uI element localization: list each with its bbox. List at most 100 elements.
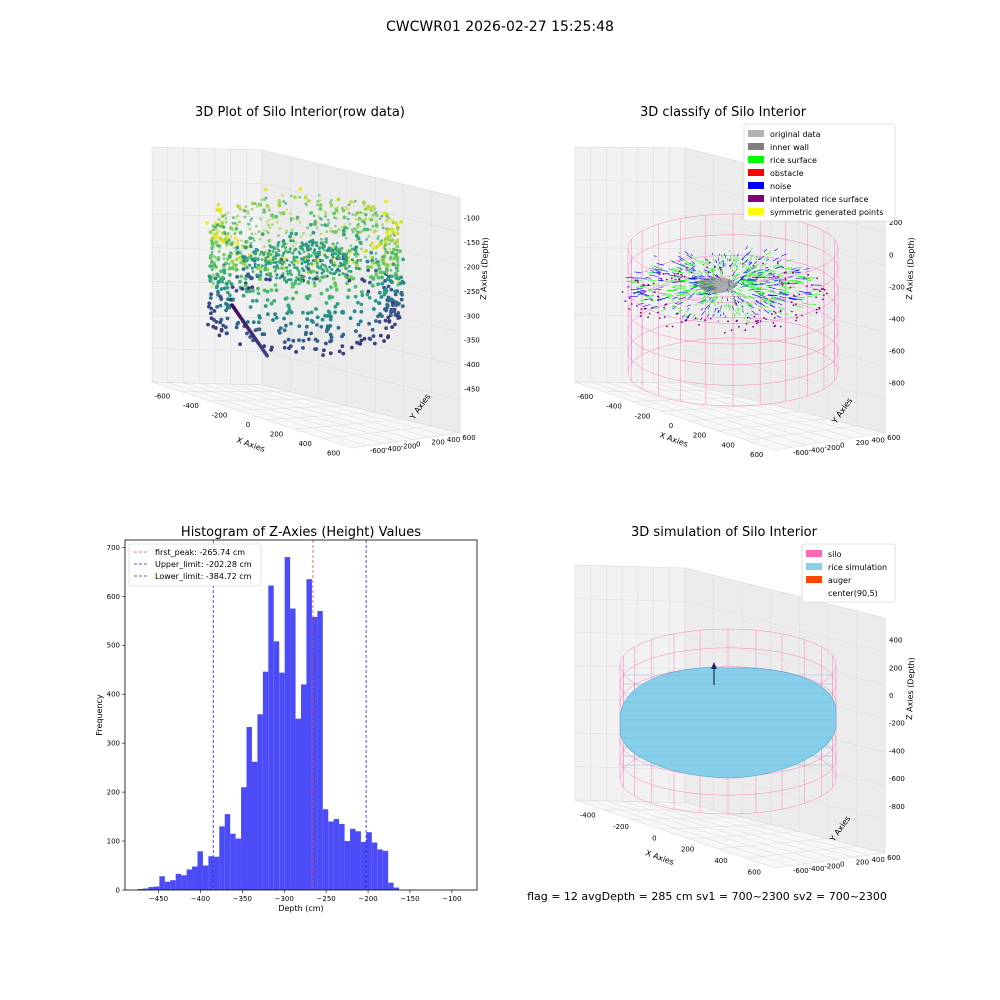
data-point (347, 211, 351, 215)
data-point (399, 297, 404, 302)
data-point (283, 297, 288, 301)
data-point (676, 266, 683, 269)
data-point (271, 258, 275, 261)
data-point (257, 202, 261, 206)
data-point (734, 280, 740, 284)
data-point (273, 312, 277, 317)
inner-wall-blob (699, 277, 735, 293)
data-point (394, 275, 397, 278)
data-point (671, 305, 675, 307)
data-point (822, 298, 824, 301)
data-point (284, 202, 288, 205)
data-point (761, 292, 765, 295)
data-point (355, 255, 358, 258)
x-tick-label: 0 (652, 834, 656, 842)
data-point (732, 271, 736, 276)
data-point (302, 269, 306, 273)
data-point (706, 260, 711, 265)
data-point (329, 338, 334, 343)
data-point (277, 249, 281, 253)
data-point (640, 308, 643, 311)
data-point (327, 296, 332, 300)
data-point (256, 291, 261, 296)
data-point (318, 207, 323, 211)
data-point (225, 285, 230, 290)
data-point (684, 251, 689, 255)
data-point (262, 229, 266, 232)
z-tick-label: -200 (464, 263, 480, 271)
data-point (778, 291, 783, 294)
data-point (686, 254, 693, 259)
data-point (330, 198, 333, 202)
data-point (685, 269, 691, 272)
data-point (359, 258, 363, 262)
data-point (791, 299, 797, 301)
data-point (713, 268, 716, 271)
data-point (660, 269, 668, 272)
data-point (251, 236, 255, 240)
z-tick-label: -100 (464, 215, 480, 223)
data-point (788, 270, 799, 273)
data-point (218, 210, 223, 214)
data-point (266, 312, 270, 317)
data-point (271, 318, 275, 322)
data-point (373, 212, 377, 216)
auger-marker (711, 662, 717, 669)
data-point (755, 276, 762, 279)
data-point (660, 308, 666, 312)
data-point (285, 208, 289, 212)
data-point (765, 251, 772, 256)
data-point (680, 263, 686, 266)
data-point (686, 313, 692, 319)
data-point (713, 297, 718, 302)
data-point (259, 217, 262, 221)
data-point (729, 307, 731, 312)
histogram-bar (360, 842, 367, 890)
data-point (743, 297, 746, 299)
data-point (645, 271, 656, 274)
data-point (210, 246, 214, 250)
data-point (265, 229, 269, 233)
data-point (730, 290, 733, 293)
data-point (668, 268, 676, 272)
data-point (228, 273, 232, 277)
data-point (250, 285, 255, 290)
grid-line (151, 314, 263, 319)
data-point (300, 280, 304, 284)
data-point (355, 238, 359, 242)
data-point (393, 313, 398, 317)
data-point (773, 316, 776, 319)
data-point (273, 254, 277, 258)
data-point (770, 297, 774, 299)
data-point (687, 316, 690, 319)
data-point (317, 193, 321, 197)
data-point (259, 270, 263, 274)
data-point (246, 320, 250, 324)
data-point (342, 263, 346, 267)
data-point (685, 268, 690, 271)
data-point (708, 301, 714, 306)
data-point (703, 269, 712, 273)
data-point (717, 301, 720, 305)
data-point (795, 269, 800, 272)
data-point (318, 258, 323, 263)
data-point (348, 249, 351, 253)
data-point (211, 236, 215, 240)
data-point (319, 324, 324, 329)
data-point (329, 285, 333, 290)
data-point (386, 266, 390, 269)
data-point (306, 280, 310, 284)
grid-line (684, 315, 886, 367)
data-point (333, 304, 338, 309)
data-point (731, 293, 735, 297)
data-point (370, 327, 375, 332)
data-point (295, 266, 299, 270)
histogram-bar (388, 882, 394, 890)
data-point (737, 300, 740, 304)
data-point (772, 263, 780, 268)
data-point (757, 319, 759, 322)
data-point (323, 253, 327, 257)
x-tick-label: -600 (577, 393, 593, 401)
histogram-bar (377, 849, 383, 890)
panel-3d-simulation: 3D simulation of Silo Interior -400-2000… (574, 525, 916, 876)
